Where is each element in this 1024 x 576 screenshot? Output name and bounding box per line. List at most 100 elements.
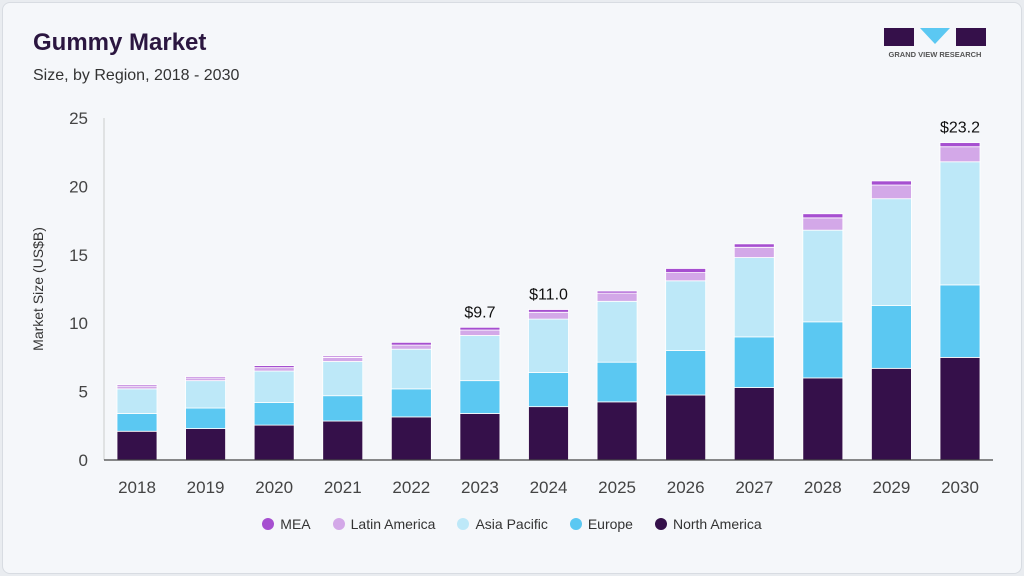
x-tick-label: 2018 [118, 478, 156, 497]
svg-text:GRAND VIEW RESEARCH: GRAND VIEW RESEARCH [889, 50, 982, 59]
legend-label: Latin America [350, 516, 436, 532]
bar-segment-north-america [253, 424, 295, 461]
bar-segment-latin-america [116, 385, 158, 390]
bar-segment-asia-pacific [116, 388, 158, 414]
bar-segment-north-america [665, 394, 707, 461]
bar-segment-europe [733, 336, 775, 388]
bar-segment-mea [390, 341, 432, 346]
bar-segment-asia-pacific [871, 198, 912, 306]
chart-title: Gummy Market [33, 29, 207, 56]
bar-segment-europe [390, 388, 432, 418]
bar-segment-asia-pacific [665, 280, 707, 351]
x-tick-label: 2026 [667, 478, 705, 497]
legend-item[interactable]: North America [654, 516, 762, 532]
bar-segment-mea [528, 309, 569, 313]
bar-segment-mea [459, 326, 501, 331]
bar-segment-north-america [185, 428, 226, 461]
bar-segment-latin-america [322, 356, 364, 362]
x-tick-label: 2020 [255, 478, 293, 497]
bar-segment-latin-america [596, 292, 638, 302]
legend-item[interactable]: Asia Pacific [457, 516, 548, 532]
bar-segment-europe [665, 350, 707, 396]
bar-segment-latin-america [939, 146, 981, 163]
y-tick-label: 15 [69, 246, 88, 265]
grand-view-research-logo: GRAND VIEW RESEARCH [884, 28, 986, 59]
y-tick-label: 0 [79, 451, 88, 470]
bar-segment-north-america [116, 430, 158, 461]
bar-segment-europe [802, 321, 844, 379]
bar-segment-latin-america [871, 184, 912, 200]
bar-segment-mea [665, 268, 707, 273]
legend: MEA Latin America Asia Pacific Europe North … [0, 516, 1024, 532]
legend-swatch-icon [332, 518, 345, 530]
bar-segment-north-america [390, 416, 432, 461]
y-tick-label: 10 [69, 314, 88, 333]
legend-swatch-icon [262, 518, 275, 530]
y-tick-label: 20 [69, 177, 88, 196]
bar-segment-mea [871, 180, 912, 186]
bar-segment-north-america [939, 356, 981, 461]
bar-segment-latin-america [459, 329, 501, 336]
legend-label: North America [672, 516, 762, 532]
x-tick-label: 2027 [735, 478, 773, 497]
legend-label: MEA [280, 516, 311, 532]
legend-item[interactable]: Latin America [332, 516, 436, 532]
bar-segment-north-america [528, 406, 569, 461]
bar-segment-mea [733, 243, 775, 248]
bar-segment-north-america [802, 377, 844, 461]
bar-segment-mea [596, 290, 638, 294]
bar-segment-asia-pacific [939, 161, 981, 286]
bar-segment-europe [459, 380, 501, 414]
bar-segment-asia-pacific [802, 229, 844, 323]
y-axis-title: Market Size (US$B) [30, 227, 46, 351]
bar-segment-europe [528, 372, 569, 408]
bar-segment-asia-pacific [528, 318, 569, 373]
bar-segment-mea [116, 384, 158, 387]
bar-segment-latin-america [802, 217, 844, 231]
x-tick-label: 2028 [804, 478, 842, 497]
bar-segment-europe [322, 395, 364, 422]
bar-segment-mea [322, 355, 364, 358]
bar-segment-asia-pacific [322, 361, 364, 397]
bar-segment-north-america [596, 401, 638, 461]
legend-item[interactable]: Europe [569, 516, 633, 532]
bar-segment-europe [596, 361, 638, 403]
bar-segment-latin-america [390, 344, 432, 350]
bar-segment-north-america [871, 367, 912, 461]
x-tick-label: 2022 [392, 478, 430, 497]
chart-subtitle: Size, by Region, 2018 - 2030 [33, 67, 240, 84]
bar-segment-europe [185, 407, 226, 429]
bar-segment-europe [871, 305, 912, 369]
bar-segment-latin-america [665, 272, 707, 282]
legend-swatch-icon [654, 518, 667, 530]
x-tick-label: 2023 [461, 478, 499, 497]
x-tick-label: 2024 [530, 478, 568, 497]
bar-segment-latin-america [528, 311, 569, 320]
legend-swatch-icon [569, 518, 582, 530]
bar-segment-mea [802, 213, 844, 219]
x-tick-label: 2019 [187, 478, 225, 497]
x-tick-label: 2029 [873, 478, 911, 497]
bar-segment-north-america [733, 387, 775, 461]
bar-segment-latin-america [185, 377, 226, 382]
x-tick-label: 2021 [324, 478, 362, 497]
bar-segment-europe [253, 402, 295, 426]
bar-segment-europe [939, 284, 981, 358]
bar-segment-asia-pacific [185, 380, 226, 409]
bar-segment-mea [185, 376, 226, 379]
legend-swatch-icon [457, 518, 470, 530]
bar-segment-asia-pacific [733, 257, 775, 338]
bar-segment-mea [939, 142, 981, 148]
y-tick-label: 5 [79, 383, 88, 402]
data-label: $9.7 [464, 304, 495, 321]
bar-segment-mea [253, 365, 295, 369]
legend-item[interactable]: MEA [262, 516, 311, 532]
data-label: $23.2 [940, 120, 980, 137]
x-tick-label: 2030 [941, 478, 979, 497]
legend-label: Europe [587, 516, 633, 532]
bar-segment-asia-pacific [253, 370, 295, 403]
y-tick-label: 25 [69, 109, 88, 128]
bar-segment-asia-pacific [596, 300, 638, 363]
